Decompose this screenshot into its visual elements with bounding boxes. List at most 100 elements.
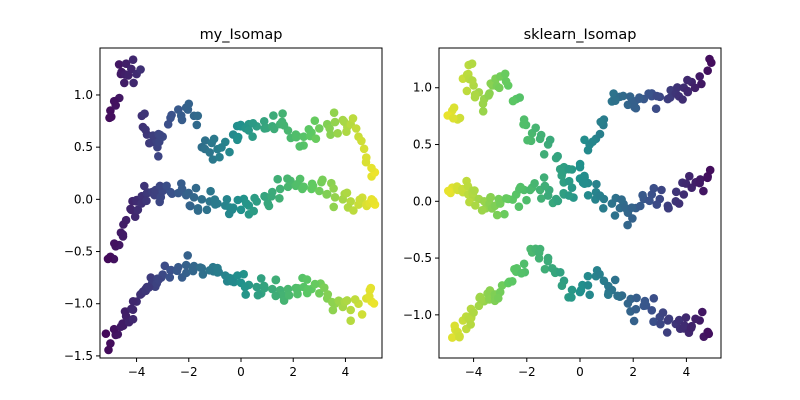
scatter-point [328,305,338,315]
scatter-point [365,292,374,301]
scatter-point [299,182,308,192]
scatter-point [241,290,250,299]
scatter-point [596,117,605,127]
scatter-point [192,120,202,130]
scatter-point [545,135,555,145]
scatter-point [580,179,589,188]
scatter-point [182,268,191,278]
scatter-point [133,205,143,215]
scatter-point [268,284,277,294]
scatter-point [333,129,343,138]
scatter-point [315,289,324,298]
scatter-point [495,83,504,93]
scatter-point [645,196,654,206]
scatter-point [539,150,549,159]
scatter-point [478,107,488,116]
scatter-point [627,203,637,212]
scatter-point [236,205,246,215]
scatter-point [369,299,379,308]
scatter-point [678,95,687,104]
scatter-point [564,164,574,174]
x-tick-label: 2 [629,365,637,379]
scatter-point [567,183,577,192]
scatter-point [567,293,576,302]
scatter-point [269,124,279,134]
scatter-point [651,104,661,113]
scatter-point [222,195,232,204]
scatter-point [302,275,312,284]
scatter-point [278,109,287,118]
scatter-point [588,137,597,146]
scatter-point [167,189,177,198]
scatter-point [349,206,358,215]
scatter-point [355,195,365,204]
scatter-point [303,285,313,294]
scatter-point [350,295,360,304]
scatter-point [583,281,593,290]
scatter-point [260,192,270,201]
scatter-point [494,294,503,303]
chart-title: sklearn_Isomap [524,27,637,43]
scatter-point [690,83,700,93]
scatter-point [652,200,662,209]
scatter-point [342,188,352,198]
scatter-point [177,115,187,125]
scatter-point [193,206,203,215]
scatter-point [523,135,532,145]
scatter-point [585,290,594,300]
scatter-point [348,114,358,123]
scatter-point [477,206,487,215]
scatter-point [656,319,665,329]
scatter-point [674,199,684,208]
scatter-point [101,329,111,339]
scatter-point [188,263,198,273]
scatter-point [508,96,518,106]
scatter-point [140,109,149,118]
scatter-point [198,270,208,279]
scatter-point [233,271,242,280]
scatter-point [478,99,488,108]
scatter-point [477,295,486,305]
scatter-point [664,314,674,324]
scatter-point [256,274,266,283]
scatter-point [107,112,116,122]
scatter-point [339,117,349,126]
scatter-point [206,186,215,196]
scatter-point [557,281,567,291]
scatter-point [121,59,131,68]
x-tick-label: −2 [518,365,536,379]
scatter-point [649,183,659,193]
scatter-point [189,193,199,202]
scatter-point [611,96,620,105]
scatter-point [501,194,511,203]
scatter-point [448,333,457,342]
scatter-point [369,196,378,206]
scatter-point [109,324,119,334]
scatter-point [167,110,176,120]
scatter-point [595,191,605,200]
scatter-point [104,345,113,355]
scatter-point [267,192,276,201]
scatter-point [514,202,524,211]
scatter-point [366,283,376,293]
scatter-point [537,194,546,203]
scatter-point [351,124,361,133]
scatter-point [658,308,668,317]
scatter-points [101,55,380,355]
scatter-point [636,201,645,211]
scatter-point [553,151,562,161]
scatter-point [631,304,641,314]
scatter-point [647,306,657,315]
scatter-point [595,269,604,279]
scatter-point [128,314,138,324]
scatter-point [634,94,644,103]
scatter-point [342,127,351,136]
scatter-point [519,120,528,129]
scatter-point [567,285,577,295]
scatter-point [279,121,289,130]
scatter-point [323,290,333,299]
x-axis-ticks: −4 −2 0 2 4 [128,358,349,379]
scatter-point [273,174,283,184]
scatter-point [326,130,335,139]
